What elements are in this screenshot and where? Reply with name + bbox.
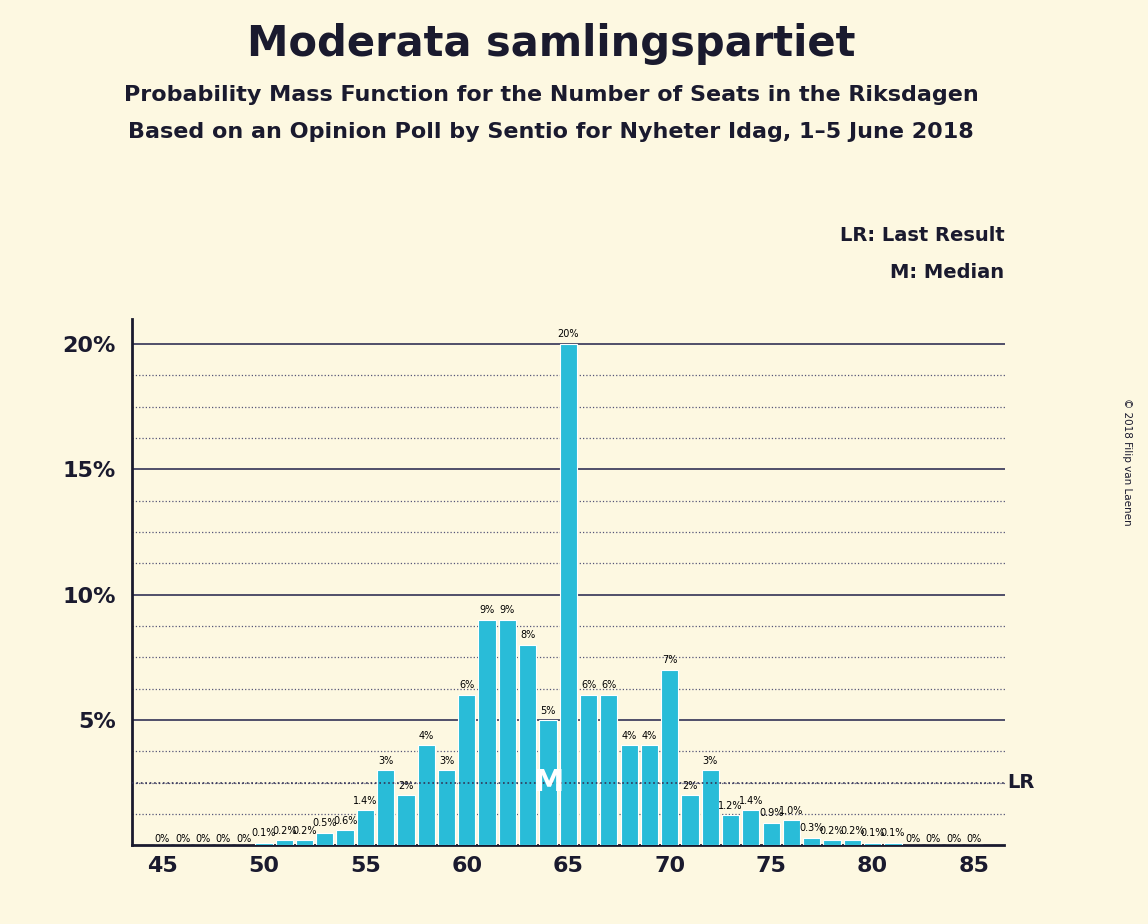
Text: 20%: 20% bbox=[558, 329, 579, 339]
Text: 0.1%: 0.1% bbox=[251, 829, 277, 838]
Text: 5%: 5% bbox=[541, 706, 556, 715]
Bar bbox=[519, 645, 536, 845]
Bar bbox=[498, 620, 515, 845]
Bar bbox=[743, 810, 760, 845]
Text: 0.1%: 0.1% bbox=[860, 829, 885, 838]
Bar bbox=[255, 843, 272, 845]
Bar bbox=[418, 745, 435, 845]
Text: 0.9%: 0.9% bbox=[759, 808, 783, 819]
Text: 0.6%: 0.6% bbox=[333, 816, 357, 826]
Bar bbox=[540, 720, 557, 845]
Text: Moderata samlingspartiet: Moderata samlingspartiet bbox=[247, 23, 855, 65]
Text: Probability Mass Function for the Number of Seats in the Riksdagen: Probability Mass Function for the Number… bbox=[124, 85, 978, 105]
Text: 0%: 0% bbox=[176, 834, 191, 845]
Text: 3%: 3% bbox=[439, 756, 455, 766]
Bar bbox=[458, 695, 475, 845]
Text: 0.5%: 0.5% bbox=[312, 819, 338, 829]
Text: 0%: 0% bbox=[925, 834, 941, 845]
Bar bbox=[559, 344, 577, 845]
Bar bbox=[682, 796, 699, 845]
Bar bbox=[823, 841, 840, 845]
Bar bbox=[804, 838, 821, 845]
Text: 1.0%: 1.0% bbox=[779, 806, 804, 816]
Text: 6%: 6% bbox=[602, 680, 616, 690]
Text: 6%: 6% bbox=[581, 680, 596, 690]
Text: 0%: 0% bbox=[195, 834, 211, 845]
Bar bbox=[621, 745, 638, 845]
Text: 0%: 0% bbox=[155, 834, 170, 845]
Bar bbox=[580, 695, 597, 845]
Bar bbox=[600, 695, 618, 845]
Text: LR: Last Result: LR: Last Result bbox=[839, 226, 1004, 246]
Text: 0%: 0% bbox=[967, 834, 982, 845]
Text: 2%: 2% bbox=[398, 781, 413, 791]
Text: 4%: 4% bbox=[642, 731, 657, 741]
Text: M: Median: M: Median bbox=[891, 263, 1004, 283]
Bar bbox=[884, 843, 901, 845]
Text: 0%: 0% bbox=[906, 834, 921, 845]
Bar bbox=[641, 745, 658, 845]
Bar bbox=[864, 843, 882, 845]
Bar bbox=[377, 771, 394, 845]
Text: 3%: 3% bbox=[703, 756, 718, 766]
Text: 2%: 2% bbox=[682, 781, 698, 791]
Text: 3%: 3% bbox=[378, 756, 394, 766]
Text: 0.2%: 0.2% bbox=[820, 826, 844, 836]
Text: 7%: 7% bbox=[662, 655, 677, 665]
Bar bbox=[783, 821, 800, 845]
Text: © 2018 Filip van Laenen: © 2018 Filip van Laenen bbox=[1123, 398, 1132, 526]
Text: 1.4%: 1.4% bbox=[738, 796, 763, 806]
Bar bbox=[397, 796, 414, 845]
Bar bbox=[336, 831, 354, 845]
Bar bbox=[437, 771, 455, 845]
Bar bbox=[661, 670, 678, 845]
Text: 0.2%: 0.2% bbox=[293, 826, 317, 836]
Text: 8%: 8% bbox=[520, 630, 535, 640]
Text: 0.2%: 0.2% bbox=[840, 826, 864, 836]
Text: 6%: 6% bbox=[459, 680, 474, 690]
Text: 1.2%: 1.2% bbox=[719, 801, 743, 811]
Text: 1.4%: 1.4% bbox=[354, 796, 378, 806]
Bar bbox=[357, 810, 374, 845]
Bar bbox=[316, 833, 333, 845]
Text: 9%: 9% bbox=[499, 605, 515, 615]
Bar bbox=[844, 841, 861, 845]
Bar bbox=[722, 815, 739, 845]
Bar bbox=[276, 841, 293, 845]
Text: 0%: 0% bbox=[216, 834, 231, 845]
Text: 0%: 0% bbox=[236, 834, 251, 845]
Text: Based on an Opinion Poll by Sentio for Nyheter Idag, 1–5 June 2018: Based on an Opinion Poll by Sentio for N… bbox=[129, 122, 974, 142]
Text: 9%: 9% bbox=[480, 605, 495, 615]
Text: LR: LR bbox=[1007, 773, 1034, 792]
Text: 0%: 0% bbox=[946, 834, 961, 845]
Bar bbox=[762, 823, 779, 845]
Text: 4%: 4% bbox=[419, 731, 434, 741]
Text: 0.3%: 0.3% bbox=[799, 823, 824, 833]
Text: 0.1%: 0.1% bbox=[881, 829, 905, 838]
Bar bbox=[479, 620, 496, 845]
Text: 0.2%: 0.2% bbox=[272, 826, 296, 836]
Text: M: M bbox=[533, 768, 564, 797]
Bar bbox=[296, 841, 313, 845]
Bar bbox=[701, 771, 719, 845]
Text: 4%: 4% bbox=[621, 731, 637, 741]
